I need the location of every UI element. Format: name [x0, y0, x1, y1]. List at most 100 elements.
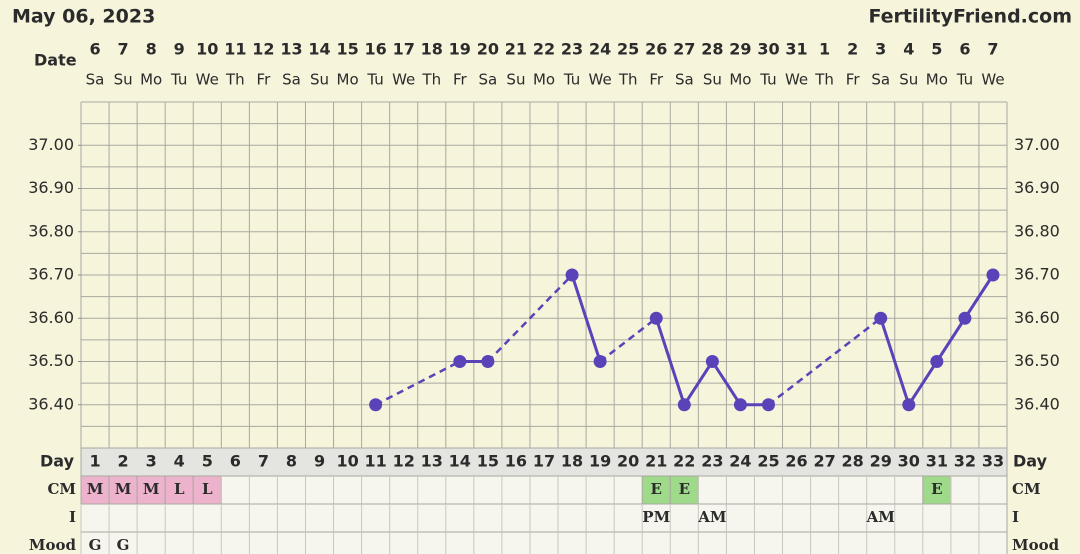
day-number: 15	[477, 452, 499, 471]
day-number: 17	[533, 452, 555, 471]
date: 4	[903, 40, 914, 59]
day-number: 28	[842, 452, 864, 471]
cell-text: M	[115, 480, 132, 498]
y-tick-label: 36.40	[28, 394, 74, 413]
date: 11	[224, 40, 246, 59]
day-number: 33	[982, 452, 1004, 471]
day-number: 9	[314, 452, 325, 471]
weekday: We	[196, 71, 219, 89]
date: 22	[533, 40, 555, 59]
day-number: 5	[202, 452, 213, 471]
weekday: Tu	[759, 71, 776, 89]
day-row	[80, 447, 1008, 477]
cell-bg	[641, 475, 671, 505]
y-tick-label: 36.60	[1014, 308, 1060, 327]
cell-text: E	[679, 480, 690, 498]
cell-text: M	[143, 480, 160, 498]
date: 10	[196, 40, 218, 59]
cell-text: AM	[866, 508, 895, 526]
weekday: Th	[225, 71, 245, 89]
day-number: 30	[898, 452, 920, 471]
row-label: I	[1012, 508, 1019, 526]
temperature-point	[958, 311, 972, 325]
temperature-point	[902, 398, 916, 412]
weekday: Sa	[675, 71, 694, 89]
day-number: 31	[926, 452, 948, 471]
row-bg	[80, 531, 1008, 554]
date: 23	[561, 40, 583, 59]
date: 6	[89, 40, 100, 59]
date: 12	[252, 40, 274, 59]
temperature-point	[593, 355, 607, 368]
weekday: Fr	[846, 71, 861, 89]
cell-bg	[164, 475, 194, 505]
weekday: Fr	[649, 71, 664, 89]
weekday: Sa	[86, 71, 105, 89]
y-tick-label: 36.70	[1014, 265, 1060, 284]
date: 29	[729, 40, 751, 59]
row-label: CM	[1012, 480, 1041, 498]
weekday: We	[981, 71, 1004, 89]
cell-text: E	[651, 480, 662, 498]
date: 31	[785, 40, 807, 59]
day-number: 18	[561, 452, 583, 471]
day-number: 21	[645, 452, 667, 471]
weekday: Mo	[729, 71, 751, 89]
row-label: CM	[47, 480, 76, 498]
gap-connector	[486, 274, 573, 363]
weekday: Mo	[926, 71, 948, 89]
day-number: 11	[365, 452, 387, 471]
day-number: 10	[336, 452, 358, 471]
weekday: We	[392, 71, 415, 89]
day-number: 22	[673, 452, 695, 471]
cell-text: G	[117, 536, 130, 554]
y-tick-label: 36.40	[1014, 394, 1060, 413]
y-tick-label: 37.00	[1014, 135, 1060, 154]
date: 5	[931, 40, 942, 59]
date: 27	[673, 40, 695, 59]
temperature-point	[733, 398, 747, 412]
date-label: Date	[34, 51, 77, 70]
weekday: Sa	[479, 71, 498, 89]
temperature-point	[453, 355, 467, 368]
cell-text: PM	[642, 508, 670, 526]
temperature-line	[459, 274, 995, 409]
weekday: Mo	[140, 71, 162, 89]
row-bg	[80, 475, 1008, 505]
day-number: 14	[449, 452, 471, 471]
weekday: Th	[618, 71, 638, 89]
date: 14	[308, 40, 330, 59]
temperature-point	[874, 311, 888, 325]
date: 13	[280, 40, 302, 59]
temperature-point	[481, 355, 495, 368]
day-number: 26	[785, 452, 807, 471]
row-label: Mood	[1012, 536, 1060, 554]
chart-title: May 06, 2023	[12, 6, 155, 28]
y-tick-label: 36.50	[28, 351, 74, 370]
date: 8	[146, 40, 157, 59]
cell-bg	[108, 475, 138, 505]
weekday: Sa	[282, 71, 301, 89]
date: 1	[819, 40, 830, 59]
date: 16	[365, 40, 387, 59]
y-tick-label: 36.80	[28, 221, 74, 240]
date: 19	[449, 40, 471, 59]
date: 25	[617, 40, 639, 59]
weekday: Tu	[366, 71, 383, 89]
y-tick-label: 36.70	[28, 265, 74, 284]
day-number: 6	[230, 452, 241, 471]
cell-text: L	[202, 480, 213, 498]
cell-text: L	[174, 480, 185, 498]
temperature-point	[705, 355, 719, 368]
cell-text: AM	[697, 508, 726, 526]
day-number: 20	[617, 452, 639, 471]
temperature-point	[930, 355, 944, 368]
weekday: Su	[310, 71, 329, 89]
day-number: 27	[813, 452, 835, 471]
date: 7	[118, 40, 129, 59]
y-tick-label: 36.50	[1014, 351, 1060, 370]
weekday: Tu	[170, 71, 187, 89]
weekday: Mo	[533, 71, 555, 89]
weekday: Tu	[563, 71, 580, 89]
day-number: 8	[286, 452, 297, 471]
